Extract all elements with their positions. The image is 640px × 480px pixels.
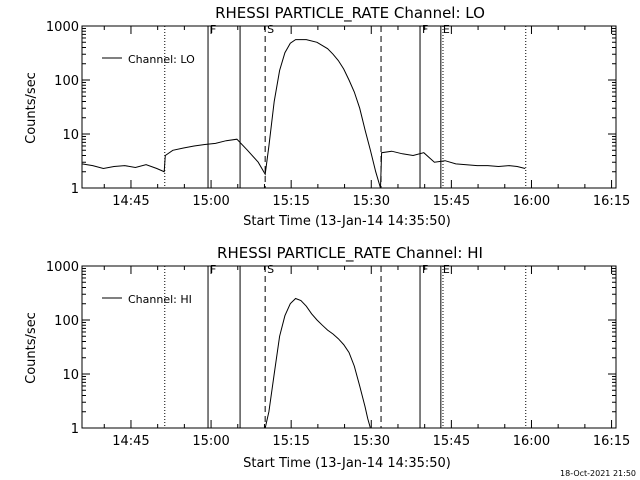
x-tick-label: 15:30 [353,434,390,449]
x-tick-label: 16:00 [513,434,550,449]
flag-label: S [267,23,274,36]
flag-label: E [443,23,450,36]
x-axis-label: Start Time (13-Jan-14 14:35:50) [243,214,451,229]
flag-label: F [422,23,428,36]
y-tick-label: 1000 [46,20,79,35]
y-tick-label: 1 [71,182,79,197]
y-tick-label: 1000 [46,260,79,275]
x-tick-label: 15:15 [272,434,309,449]
chart-title: RHESSI PARTICLE_RATE Channel: HI [217,244,483,263]
plot-frame [81,265,617,429]
x-tick-label: 15:45 [433,194,470,209]
x-tick-label: 15:30 [353,194,390,209]
lo-channel-panel: RHESSI PARTICLE_RATE Channel: LO Start T… [24,4,630,229]
x-tick-label: 15:00 [192,194,229,209]
flag-label: S [267,263,274,276]
series-line [81,39,526,189]
flag-label: F [210,263,216,276]
plot-frame [81,25,617,189]
x-tick-label: 16:00 [513,194,550,209]
x-tick-label: 16:15 [593,194,630,209]
y-axis-label: Counts/sec [24,72,39,144]
y-tick-label: 100 [54,314,79,329]
x-axis-label: Start Time (13-Jan-14 14:35:50) [243,456,451,471]
y-tick-label: 10 [62,128,79,143]
x-tick-label: 15:00 [192,434,229,449]
x-tick-label: 15:45 [433,434,470,449]
legend-label: Channel: HI [128,293,192,306]
x-tick-label: 16:15 [593,434,630,449]
flag-label: F [210,23,216,36]
chart-title: RHESSI PARTICLE_RATE Channel: LO [215,4,485,23]
y-tick-label: 10 [62,368,79,383]
x-tick-label: 14:45 [112,434,149,449]
flag-label: E [443,263,450,276]
series-line [264,297,371,429]
timestamp-label: 18-Oct-2021 21:50 [560,469,636,478]
x-tick-label: 15:15 [272,194,309,209]
hi-channel-panel: RHESSI PARTICLE_RATE Channel: HI Start T… [24,244,630,471]
x-tick-label: 14:45 [112,194,149,209]
legend-label: Channel: LO [128,53,195,66]
y-tick-label: 100 [54,74,79,89]
y-axis-label: Counts/sec [24,312,39,384]
y-tick-label: 1 [71,422,79,437]
flag-label: F [422,263,428,276]
